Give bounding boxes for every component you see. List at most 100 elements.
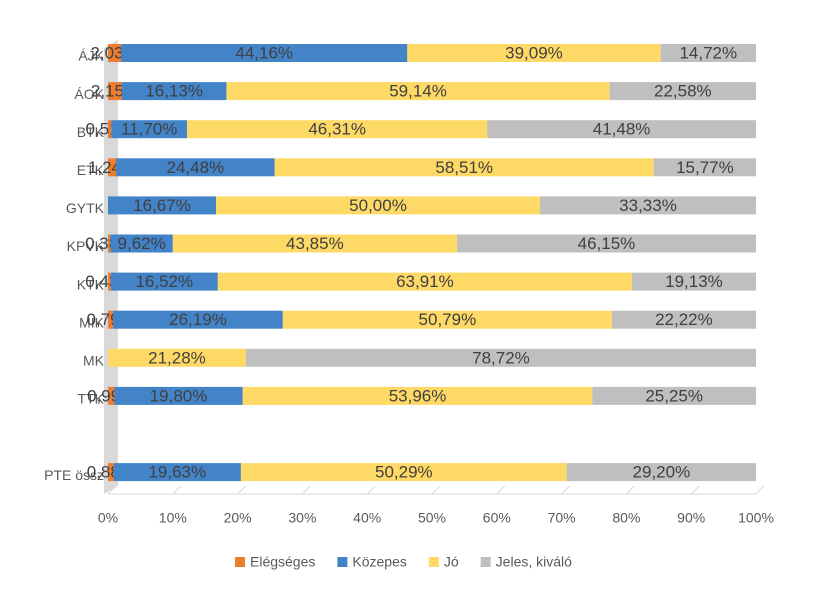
x-tick — [237, 485, 246, 495]
bar-segment — [660, 44, 756, 62]
bar-segment — [108, 196, 217, 215]
value-label: 22,58% — [654, 82, 712, 101]
bar-segment — [282, 310, 612, 329]
bar-segment — [114, 386, 243, 405]
value-label: 50,29% — [375, 463, 433, 482]
value-label: 15,77% — [676, 158, 734, 177]
x-tick — [496, 485, 506, 495]
value-label: 41,48% — [593, 120, 651, 139]
value-label: 46,15% — [578, 234, 636, 253]
bar-segment — [113, 310, 283, 329]
x-tick-label: 60% — [483, 510, 511, 526]
legend-label: Közepes — [352, 554, 406, 570]
value-label: 43,85% — [286, 234, 344, 253]
x-tick — [431, 485, 441, 495]
value-label: 50,79% — [419, 310, 477, 329]
x-tick — [366, 485, 376, 495]
bar-segment — [226, 82, 610, 101]
legend-label: Elégséges — [250, 554, 315, 570]
x-tick — [626, 485, 635, 495]
value-label: 53,96% — [389, 386, 447, 405]
y-tick-label: ÁJK — [78, 48, 104, 64]
x-tick-label: 0% — [98, 510, 118, 526]
value-label: 33,33% — [619, 196, 677, 215]
bar-segment — [108, 44, 122, 62]
bar-segment — [653, 158, 756, 177]
value-label: 9,62% — [118, 234, 166, 253]
bar-segment — [242, 386, 593, 405]
value-label: 29,20% — [633, 463, 691, 482]
bar-segment — [108, 310, 114, 329]
bar-segment — [108, 463, 114, 482]
value-label: 24,48% — [167, 158, 225, 177]
bar-segment — [110, 272, 218, 291]
bar-segment — [111, 120, 188, 139]
value-label: 39,09% — [505, 43, 563, 62]
bar-segment — [116, 158, 275, 177]
bar-segment — [240, 463, 567, 482]
x-tick — [755, 485, 765, 495]
bar-segment — [611, 310, 756, 329]
value-label: 50,00% — [349, 196, 407, 215]
x-tick — [172, 485, 182, 495]
x-tick-label: 10% — [159, 510, 187, 526]
bar-segment — [108, 120, 112, 139]
y-tick-label: BTK — [77, 124, 105, 140]
value-label: 44,16% — [235, 43, 293, 62]
y-tick-label: MK — [83, 353, 105, 369]
bar-segment — [217, 272, 632, 291]
bar-segment — [108, 234, 111, 253]
legend-swatch — [428, 557, 439, 567]
x-tick-label: 100% — [738, 510, 774, 526]
side-wall — [104, 40, 118, 494]
value-label: 16,13% — [145, 82, 203, 101]
x-tick — [561, 485, 570, 495]
legend-swatch — [235, 557, 245, 567]
value-label: 59,14% — [389, 82, 447, 101]
y-tick-label: MIK — [79, 314, 105, 330]
bar-segment — [631, 272, 756, 291]
y-tick-label: ETK — [77, 162, 105, 178]
bar-segment — [108, 82, 122, 101]
x-tick-label: 20% — [224, 510, 252, 526]
bar-segment — [187, 120, 488, 139]
bar-segment — [609, 82, 756, 101]
x-tick — [302, 485, 311, 495]
x-tick — [107, 485, 117, 495]
value-label: 46,31% — [308, 120, 366, 139]
x-tick — [690, 485, 700, 495]
value-label: 19,63% — [148, 463, 206, 482]
legend-swatch — [337, 557, 348, 567]
value-label: 63,91% — [396, 272, 454, 291]
value-label: 16,67% — [133, 196, 191, 215]
bar-segment — [540, 196, 756, 215]
value-label: 25,25% — [645, 386, 703, 405]
x-tick-label: 40% — [353, 510, 381, 526]
x-tick-label: 70% — [548, 510, 576, 526]
value-label: 58,51% — [435, 158, 493, 177]
y-tick-label: KPVK — [67, 238, 105, 254]
bar-segment — [487, 120, 756, 139]
x-tick-label: 80% — [612, 510, 640, 526]
x-tick-label: 90% — [677, 510, 705, 526]
value-label: 19,80% — [150, 386, 208, 405]
bar-segment — [108, 348, 246, 367]
x-tick-label: 30% — [288, 510, 316, 526]
x-tick-label: 50% — [418, 510, 446, 526]
bar-segment — [216, 196, 541, 215]
bar-segment — [566, 463, 756, 482]
bar-segment — [245, 348, 756, 367]
legend-label: Jó — [444, 554, 459, 570]
value-label: 19,13% — [665, 272, 723, 291]
bar-segment — [172, 234, 457, 253]
legend-swatch — [480, 557, 491, 567]
value-label: 16,52% — [135, 272, 193, 291]
value-label: 26,19% — [169, 310, 227, 329]
y-tick-label: PTE össz — [44, 467, 104, 483]
legend-label: Jeles, kiváló — [496, 554, 572, 570]
bar-segment — [108, 386, 115, 405]
bar-segment — [113, 463, 241, 482]
bar-segment — [121, 82, 227, 101]
y-tick-label: ÁOK — [74, 86, 104, 102]
value-label: 22,22% — [655, 310, 713, 329]
